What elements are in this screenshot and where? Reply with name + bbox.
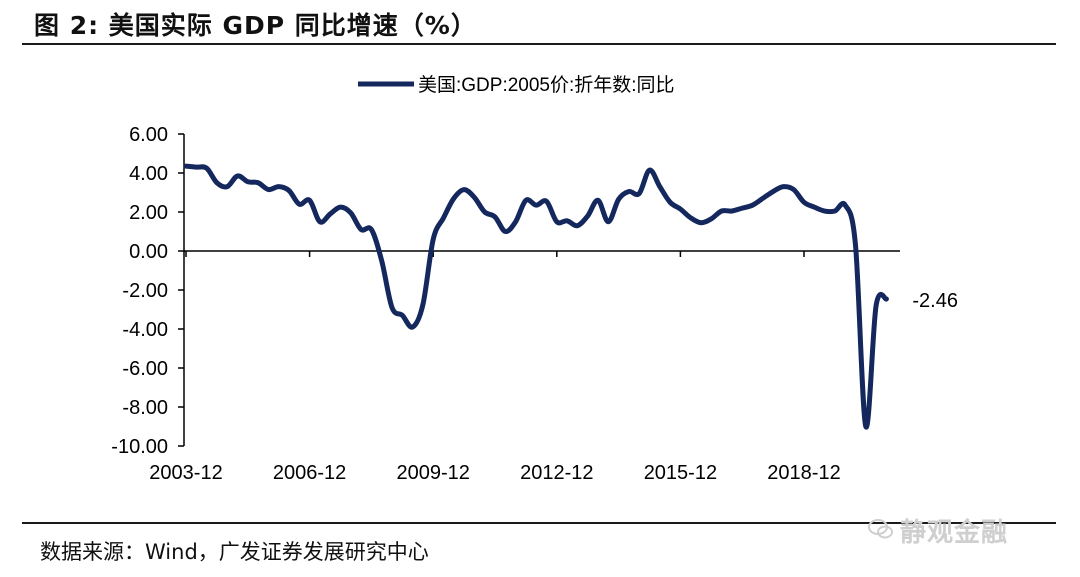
- watermark: 静观金融: [900, 512, 1008, 549]
- chart: 美国:GDP:2005价:折年数:同比 6.00 4.00 2.00 0.00 -2.0…: [0, 0, 1080, 577]
- y-tick-label: -4.00: [122, 319, 168, 341]
- y-tick-label: 4.00: [129, 163, 168, 185]
- x-tick-label: 2006-12: [273, 462, 346, 484]
- y-tick-label: -8.00: [122, 397, 168, 419]
- y-axis: 6.00 4.00 2.00 0.00 -2.00 -4.00 -6.00 -8.00 -10.…: [111, 124, 184, 458]
- y-tick-label: 0.00: [129, 241, 168, 263]
- plot-area: -2.46: [186, 166, 958, 427]
- y-tick-label: -10.00: [111, 436, 168, 458]
- legend: 美国:GDP:2005价:折年数:同比: [358, 74, 675, 96]
- x-tick-label: 2012-12: [520, 462, 593, 484]
- y-tick-label: 2.00: [129, 202, 168, 224]
- wechat-icon: [868, 518, 894, 540]
- legend-label: 美国:GDP:2005价:折年数:同比: [418, 74, 675, 96]
- x-tick-label: 2009-12: [396, 462, 469, 484]
- x-axis: 2003-12 2006-12 2009-12 2012-12 2015-12 2018-…: [149, 251, 900, 484]
- y-tick-label: 6.00: [129, 124, 168, 146]
- x-tick-label: 2018-12: [767, 462, 840, 484]
- source-note: 数据来源：Wind，广发证券发展研究中心: [40, 536, 429, 566]
- y-tick-label: -2.00: [122, 280, 168, 302]
- x-tick-label: 2015-12: [644, 462, 717, 484]
- series-line-us-gdp-yoy: [186, 166, 886, 427]
- y-tick-label: -6.00: [122, 358, 168, 380]
- x-tick-label: 2003-12: [149, 462, 222, 484]
- last-value-label: -2.46: [912, 290, 958, 312]
